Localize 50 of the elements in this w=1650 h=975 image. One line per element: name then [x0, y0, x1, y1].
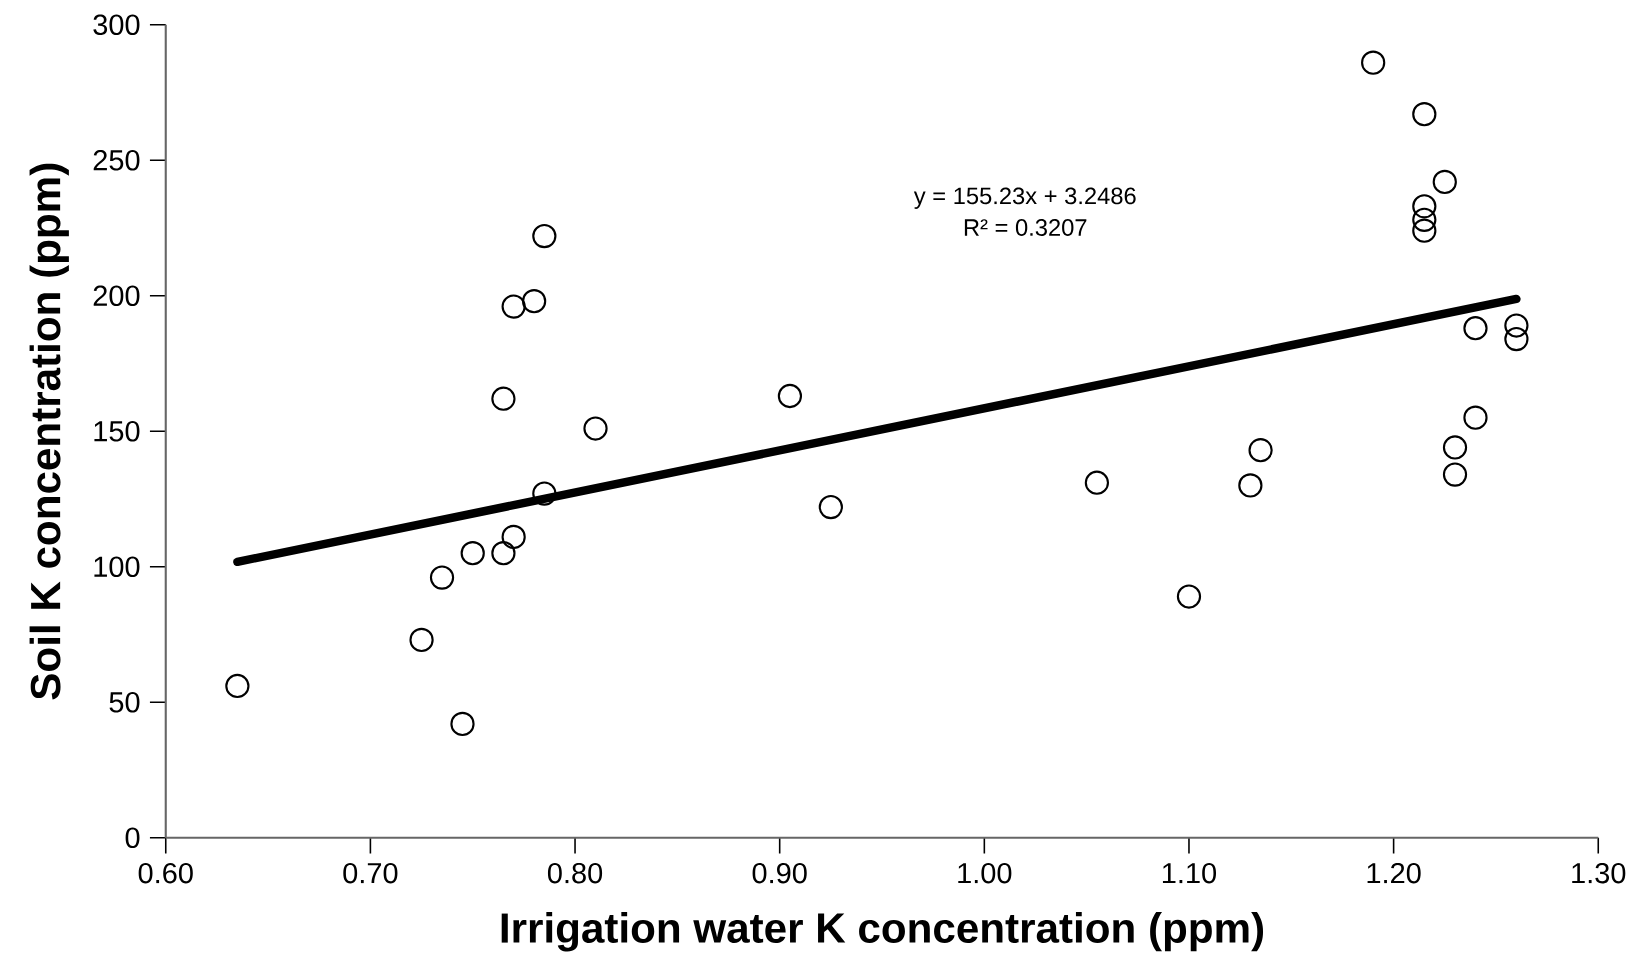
- y-tick-label: 50: [109, 692, 140, 713]
- point: [491, 541, 516, 566]
- point: [501, 524, 526, 550]
- y-tick-label: 0: [125, 827, 140, 848]
- point: [1084, 470, 1110, 495]
- point: [501, 294, 526, 319]
- x-tick-label: 1.30: [1572, 862, 1626, 884]
- point: [1176, 584, 1202, 609]
- x-axis-title: Irrigation water K concentration (ppm): [501, 912, 1264, 952]
- point: [532, 223, 557, 249]
- point: [450, 711, 475, 737]
- x-tick-label: 1.10: [1162, 862, 1217, 884]
- point: [777, 383, 803, 409]
- point: [1504, 326, 1529, 352]
- x-tick-label: 1.00: [958, 862, 1012, 884]
- point: [225, 673, 250, 699]
- x-tick-label: 0.80: [547, 862, 603, 884]
- annotation: R² = 0.3207: [964, 219, 1087, 236]
- y-tick-label: 200: [93, 285, 140, 306]
- x-tick-label: 1.20: [1367, 862, 1421, 884]
- y-tick-label: 250: [93, 150, 140, 171]
- point: [1248, 438, 1273, 463]
- point: [1412, 207, 1437, 232]
- point: [521, 289, 547, 314]
- y-tick-label: 300: [93, 14, 140, 35]
- point: [1463, 316, 1488, 341]
- point: [1412, 102, 1437, 127]
- point: [460, 541, 485, 566]
- point: [1442, 462, 1468, 487]
- y-tick-label: 100: [94, 556, 140, 577]
- point: [1504, 313, 1529, 338]
- annotation: y = 155.23x + 3.2486: [913, 187, 1136, 209]
- x-tick-label: 0.70: [343, 862, 398, 884]
- x-tick-label: 0.60: [138, 862, 193, 884]
- point: [818, 494, 843, 520]
- point: [1442, 435, 1468, 460]
- point: [1238, 473, 1263, 498]
- point: [583, 416, 608, 441]
- point: [409, 627, 434, 653]
- point: [1412, 218, 1437, 243]
- point: [429, 565, 455, 590]
- point: [1412, 194, 1437, 219]
- x-tick-label: 0.90: [752, 862, 807, 884]
- y-tick-label: 150: [94, 421, 140, 442]
- point: [1361, 50, 1386, 75]
- point: [1463, 405, 1488, 430]
- point: [491, 386, 516, 411]
- y-axis-title: Soil K concentration (ppm): [29, 163, 69, 700]
- point: [532, 481, 557, 506]
- point: [1432, 169, 1457, 195]
